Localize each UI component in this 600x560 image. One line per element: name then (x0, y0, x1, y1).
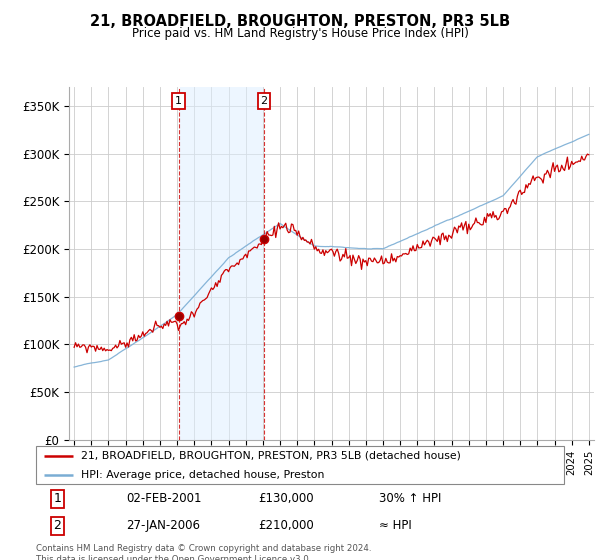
Text: 21, BROADFIELD, BROUGHTON, PRESTON, PR3 5LB (detached house): 21, BROADFIELD, BROUGHTON, PRESTON, PR3 … (81, 451, 461, 461)
Text: 21, BROADFIELD, BROUGHTON, PRESTON, PR3 5LB: 21, BROADFIELD, BROUGHTON, PRESTON, PR3 … (90, 14, 510, 29)
Text: Contains HM Land Registry data © Crown copyright and database right 2024.
This d: Contains HM Land Registry data © Crown c… (36, 544, 371, 560)
FancyBboxPatch shape (36, 446, 564, 484)
Text: 1: 1 (175, 96, 182, 106)
Text: 2: 2 (53, 519, 61, 532)
Text: £130,000: £130,000 (258, 492, 313, 506)
Text: 2: 2 (260, 96, 268, 106)
Text: 02-FEB-2001: 02-FEB-2001 (126, 492, 201, 506)
Text: 1: 1 (53, 492, 61, 506)
Text: 30% ↑ HPI: 30% ↑ HPI (379, 492, 442, 506)
Text: Price paid vs. HM Land Registry's House Price Index (HPI): Price paid vs. HM Land Registry's House … (131, 27, 469, 40)
Text: ≈ HPI: ≈ HPI (379, 519, 412, 532)
Text: 27-JAN-2006: 27-JAN-2006 (126, 519, 200, 532)
Text: £210,000: £210,000 (258, 519, 314, 532)
Text: HPI: Average price, detached house, Preston: HPI: Average price, detached house, Pres… (81, 470, 324, 480)
